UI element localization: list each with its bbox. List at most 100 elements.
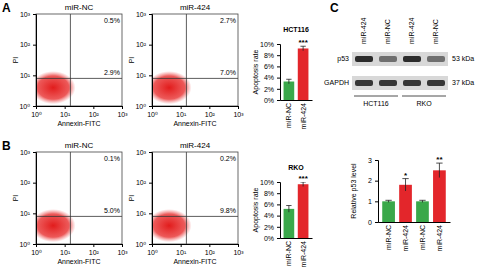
tick: 10¹ bbox=[60, 244, 71, 256]
tick-label: 2% bbox=[264, 224, 274, 231]
flow-plot: 10⁰10¹10²10³10⁰10¹10²10³miR-424Annexin-F… bbox=[128, 3, 244, 127]
axis-line bbox=[33, 15, 37, 107]
error-bar bbox=[286, 79, 291, 83]
axis-line bbox=[149, 15, 153, 107]
error-bar bbox=[419, 200, 425, 202]
axis: 10⁰10¹10²10³ bbox=[31, 106, 128, 118]
tick-label: 2% bbox=[264, 86, 274, 93]
flow-plot: 10⁰10¹10²10³10⁰10¹10²10³miR-NCAnnexin-FI… bbox=[12, 141, 128, 265]
y-axis-title: Apoptosis rate bbox=[252, 188, 260, 233]
gate-line bbox=[186, 14, 187, 106]
gate-line bbox=[152, 216, 238, 217]
tick-mark bbox=[209, 244, 210, 247]
error-stem bbox=[288, 79, 289, 83]
tick: 6% bbox=[264, 63, 280, 70]
tick-label: 10¹ bbox=[136, 72, 147, 79]
group-line bbox=[402, 96, 446, 97]
tick-mark bbox=[375, 160, 378, 161]
tick-label: 10² bbox=[136, 179, 147, 186]
y-axis-title: PI bbox=[128, 195, 135, 202]
significance: *** bbox=[298, 174, 308, 183]
tick: 10² bbox=[136, 41, 152, 48]
tick: 10% bbox=[260, 41, 280, 48]
tick: 2% bbox=[264, 86, 280, 93]
tick-label: 4% bbox=[264, 74, 274, 81]
tick: 10¹ bbox=[136, 210, 152, 217]
tick: 3 bbox=[368, 157, 378, 164]
tick: 10² bbox=[89, 244, 100, 256]
gate-line bbox=[152, 78, 238, 79]
tick: 10³ bbox=[233, 244, 244, 256]
chart-title: HCT116 bbox=[283, 26, 309, 33]
tick: 0% bbox=[264, 235, 280, 242]
gate-line bbox=[70, 152, 71, 244]
lane-label: miR-NC bbox=[384, 19, 391, 44]
tick-label: 8% bbox=[264, 190, 274, 197]
plot-area bbox=[152, 152, 238, 244]
chart-title: miR-NC bbox=[65, 3, 94, 12]
tick-label: 10³ bbox=[233, 111, 244, 118]
chart-title: miR-NC bbox=[65, 141, 94, 150]
tick-mark bbox=[33, 213, 36, 214]
group-line bbox=[354, 96, 398, 97]
tick-label: 10⁰ bbox=[147, 111, 158, 118]
chart-title: RKO bbox=[288, 164, 304, 171]
bar bbox=[382, 201, 395, 222]
tick: 10⁰ bbox=[135, 103, 152, 110]
y-axis-title: PI bbox=[128, 57, 135, 64]
lane-label: miR-NC bbox=[432, 19, 439, 44]
tick-label: 3 bbox=[368, 157, 372, 164]
tick-mark bbox=[375, 222, 378, 223]
axis: 0 1 2 3 bbox=[368, 157, 378, 226]
tick-label: 10¹ bbox=[20, 72, 31, 79]
tick: 10³ bbox=[136, 11, 152, 18]
quadrant-percent: 2.7% bbox=[220, 17, 236, 24]
axis-line bbox=[37, 245, 123, 248]
tick: 2 bbox=[368, 177, 378, 184]
tick-label: 0 bbox=[368, 219, 372, 226]
tick-label: 10² bbox=[136, 41, 147, 48]
cell-cloud bbox=[152, 71, 192, 104]
quadrant-percent: 9.8% bbox=[220, 207, 236, 214]
tick: 6% bbox=[264, 201, 280, 208]
tick: 2% bbox=[264, 224, 280, 231]
tick-mark bbox=[33, 244, 36, 245]
band bbox=[379, 56, 397, 62]
tick-label: 6% bbox=[264, 201, 274, 208]
quadrant-percent: 2.9% bbox=[104, 69, 120, 76]
tick-label: 10³ bbox=[136, 11, 147, 18]
tick: 10³ bbox=[117, 244, 128, 256]
plot-frame bbox=[36, 152, 122, 244]
tick-mark bbox=[181, 244, 182, 247]
chart-title: miR-424 bbox=[180, 141, 211, 150]
tick-label: 10⁰ bbox=[135, 241, 146, 248]
tick-mark bbox=[33, 183, 36, 184]
axis: miR-NCmiR-424miR-NCmiR-424 bbox=[379, 223, 451, 252]
bar bbox=[284, 209, 295, 238]
tick-label: miR-NC bbox=[285, 103, 292, 128]
tick-mark bbox=[33, 152, 36, 153]
gate-line bbox=[186, 152, 187, 244]
tick: 0 bbox=[368, 219, 378, 226]
tick-label: 10¹ bbox=[60, 249, 71, 256]
tick: miR-424 bbox=[300, 241, 307, 268]
plot-area bbox=[152, 14, 238, 106]
tick-mark bbox=[238, 244, 239, 247]
axis-line bbox=[153, 107, 239, 110]
tick: 10¹ bbox=[176, 244, 187, 256]
tick: miR-NC bbox=[285, 241, 292, 266]
tick-label: 10⁰ bbox=[19, 103, 30, 110]
tick-mark bbox=[277, 182, 280, 183]
panel-label: C bbox=[330, 1, 339, 15]
tick-label: 10² bbox=[89, 249, 100, 256]
plot-frame bbox=[152, 14, 238, 106]
tick: miR-424 bbox=[402, 225, 409, 252]
tick: 1 bbox=[368, 198, 378, 205]
plot-frame bbox=[36, 14, 122, 106]
tick: 10⁰ bbox=[147, 106, 158, 118]
tick: 10¹ bbox=[176, 106, 187, 118]
band bbox=[427, 56, 445, 62]
axis: 10⁰10¹10²10³ bbox=[19, 149, 36, 248]
tick-label: 10% bbox=[260, 179, 274, 186]
axis: 0%2%4%6%8%10% bbox=[260, 179, 281, 242]
